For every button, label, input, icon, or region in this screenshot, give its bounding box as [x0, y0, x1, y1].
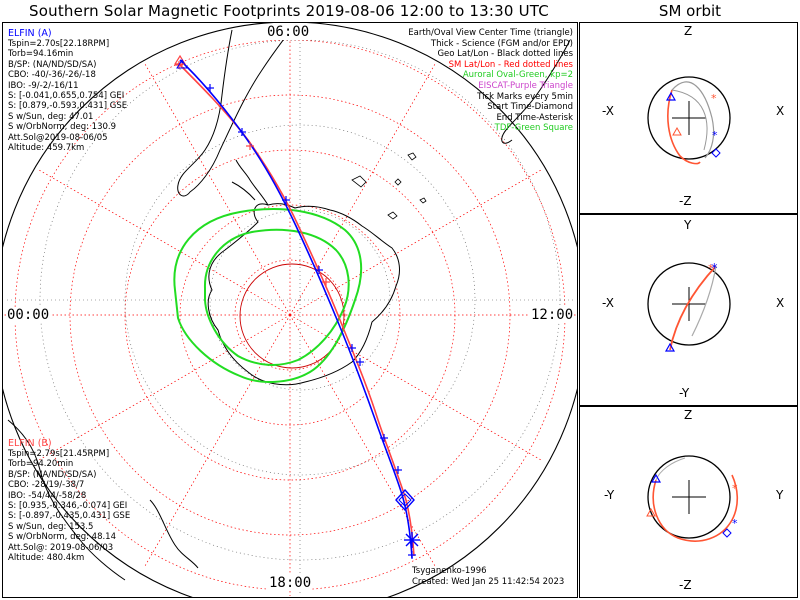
legend-item: SM Lat/Lon - Red dotted lines: [448, 59, 573, 70]
info-line: S w/Sun, deg: 47.01: [8, 111, 94, 122]
sm-radials: [4, 25, 576, 596]
legend-item: End Time-Asterisk: [496, 112, 573, 123]
info-line: Altitude: 480.4km: [8, 553, 85, 564]
start-diamond-b: [398, 493, 412, 507]
antarctica-coast: [207, 203, 400, 386]
hour-label-top: 06:00: [266, 24, 311, 40]
hour-label-left: 00:00: [6, 307, 51, 323]
info-line: S w/OrbNorm, deg: 48.14: [8, 532, 117, 543]
info-line: S w/Sun, deg: 153.5: [8, 521, 94, 532]
orbit1-right: X: [776, 104, 785, 118]
orbit3-top: Z: [684, 408, 693, 422]
hour-label-right: 12:00: [530, 307, 575, 323]
svg-text:*: *: [732, 482, 738, 495]
info-line: S: [0.935,-0.346,-0.074] GEI: [8, 501, 128, 512]
sm-orbit-xz: * *: [647, 76, 731, 165]
orbit3-right: Y: [776, 488, 784, 502]
info-line: IBO: -9/-2/-16/11: [8, 80, 79, 91]
legend-item: Earth/Oval View Center Time (triangle): [408, 28, 573, 38]
orbit2-top: Y: [684, 218, 692, 232]
australia-coast: [7, 419, 126, 581]
svg-text:*: *: [711, 92, 717, 105]
sm-orbit-panel-yz: [579, 406, 798, 598]
orbit1-left: -X: [602, 104, 614, 118]
map-frame: [2, 22, 578, 598]
legend-item: Tick Marks every 5min: [477, 91, 573, 102]
elfin-b-info: ELFIN (B) Tspin=2.79s[21.45RPM] Torb=94.2…: [8, 438, 130, 563]
svg-text:*: *: [711, 262, 718, 277]
legend-item: Thick - Science (FGM and/or EPD): [430, 38, 573, 49]
info-line: B/SP: (NA/ND/SD/SA): [8, 469, 97, 480]
info-line: S: [-0.897,-0.435,0.431] GSE: [8, 511, 131, 522]
info-line: Tspin=2.70s[22.18RPM]: [8, 39, 110, 49]
info-line: Torb=94.16min: [8, 49, 74, 60]
elfin-a-name: ELFIN (A): [8, 28, 52, 39]
info-line: CBO: -40/-36/-26/-18: [8, 70, 96, 81]
svg-text:*: *: [732, 517, 738, 530]
sm-orbit-panel-xz: [579, 22, 798, 214]
info-line: B/SP: (NA/ND/SD/SA): [8, 59, 97, 70]
info-line: Altitude: 459.7km: [8, 143, 85, 154]
auroral-oval-inner: [203, 228, 350, 366]
start-diamond-a: [395, 488, 415, 512]
orbit2-right: X: [776, 296, 785, 310]
info-line: Torb=94.20min: [8, 459, 74, 470]
legend-item: Start Time-Diamond: [487, 102, 573, 113]
info-line: S: [-0.041,0.655,0.754] GEI: [8, 91, 125, 102]
sm-orbit-title: SM orbit: [658, 2, 722, 20]
elfin-a-track: [179, 59, 413, 559]
plot-title: Southern Solar Magnetic Footprints 2019-…: [29, 2, 549, 20]
orbit3-left: -Y: [604, 488, 615, 502]
model-credit: Tsyganenko-1996: [412, 566, 487, 576]
elfin-b-track: [177, 62, 415, 557]
info-line: Att.Sol@: 2019-08-06/03: [8, 542, 114, 553]
sm-orbit-panel-xy: [579, 214, 798, 406]
orbit2-bottom: -Y: [679, 386, 690, 400]
auroral-oval-outer: [173, 208, 363, 383]
info-line: S: [0.879,-0.593,0.431] GSE: [8, 101, 128, 112]
orbit1-bottom: -Z: [679, 194, 692, 208]
sm-orbit-yz: * *: [646, 455, 739, 542]
orbit3-bottom: -Z: [679, 578, 692, 592]
svg-text:*: *: [708, 262, 714, 275]
info-line: CBO: -28/19/-38/7: [8, 480, 85, 491]
elfin-a-info: ELFIN (A) Tspin=2.70s[22.18RPM] Torb=94.1…: [8, 28, 127, 153]
legend-item: Geo Lat/Lon - Black dotted lines: [437, 49, 573, 60]
elfin-b-name: ELFIN (B): [8, 438, 52, 449]
created-credit: Created: Wed Jan 25 11:42:54 2023: [412, 576, 565, 587]
orbit2-left: -X: [602, 296, 614, 310]
credits: Tsyganenko-1996 Created: Wed Jan 25 11:4…: [412, 566, 564, 587]
hour-label-bottom: 18:00: [268, 575, 313, 591]
orbit1-top: Z: [684, 24, 693, 38]
legend-item: Auroral Oval-Green, kp=2: [462, 70, 573, 81]
end-asterisk-a: [404, 532, 420, 548]
info-line: Att.Sol@2019-08-06/05: [8, 132, 108, 143]
info-line: S w/OrbNorm, deg: 130.9: [8, 122, 117, 133]
sm-orbit-xy: * *: [647, 262, 731, 352]
legend-item: EISCAT-Purple Triangle: [478, 80, 573, 91]
info-line: IBO: -54/44/-58/28: [8, 490, 87, 501]
legend-item: TDF-Green Square: [494, 123, 573, 134]
svg-text:*: *: [712, 129, 718, 142]
info-line: Tspin=2.79s[21.45RPM]: [8, 449, 110, 459]
africa-coast: [501, 39, 571, 144]
legend: Earth/Oval View Center Time (triangle) Th…: [408, 28, 573, 134]
south-america-coast: [177, 27, 293, 197]
